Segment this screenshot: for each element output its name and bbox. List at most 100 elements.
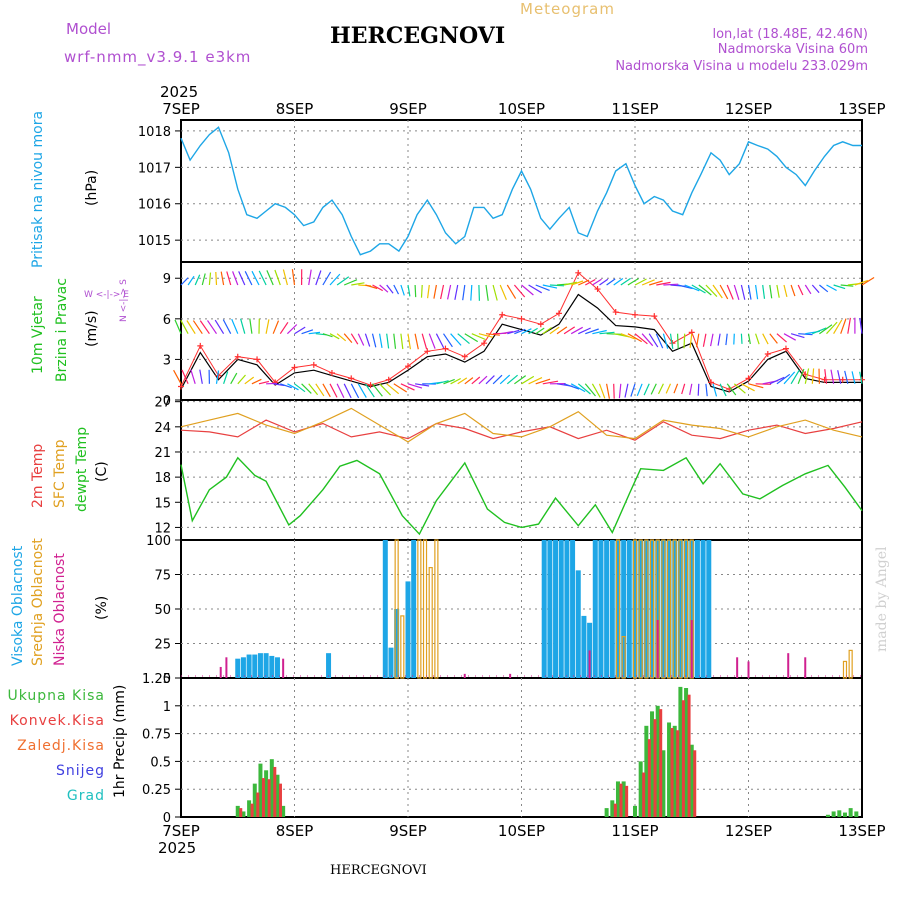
- wind-arrow: [258, 380, 270, 385]
- wind-arrow: [748, 383, 764, 389]
- wind-arrow: [393, 284, 400, 295]
- wind-arrow: [542, 327, 552, 335]
- high-cloud-bar: [683, 540, 689, 678]
- wind-arrow: [570, 326, 583, 335]
- top-date-label: 11SEP: [611, 100, 658, 118]
- wind-arrow: [641, 279, 655, 286]
- mid-cloud-bar: [644, 539, 649, 679]
- wind-arrow: [528, 377, 543, 385]
- wind-arrow: [830, 369, 835, 384]
- precip-legend-item: Konvek.Kisa: [10, 713, 105, 729]
- footer-title: HERCEGNOVI: [330, 863, 427, 878]
- wind-arrow: [322, 383, 331, 398]
- conv-rain-bar: [625, 785, 629, 817]
- wind-gust-marker: [405, 363, 411, 370]
- total-rain-bar: [672, 725, 677, 817]
- wind-arrow: [592, 329, 607, 335]
- wind-arrow: [634, 333, 648, 345]
- wind-arrow: [726, 383, 737, 396]
- wind-ytick-label: 0: [163, 394, 171, 409]
- wind-arrow: [620, 277, 631, 286]
- y-tick-labels: 1018101710161015963027242118151210075502…: [138, 125, 171, 826]
- wind-arrow: [207, 320, 217, 335]
- wind-ytick-label: 3: [163, 353, 171, 368]
- wind-arrow: [542, 380, 559, 385]
- wind-arrow: [315, 383, 325, 397]
- wind-arrow: [492, 374, 503, 385]
- wind-arrow: [443, 333, 453, 348]
- wind-arrow: [837, 370, 842, 384]
- temp-2m-line: [180, 419, 863, 441]
- total-rain-bar: [644, 725, 649, 817]
- pressure-unit: (hPa): [84, 170, 100, 206]
- wind-arrow: [705, 284, 718, 298]
- wind-arrow: [563, 383, 580, 390]
- wind-arrow: [400, 284, 405, 296]
- wind-gust-marker: [518, 315, 525, 322]
- mid-cloud-bar: [434, 539, 439, 679]
- wind-arrow: [450, 377, 461, 385]
- wind-arrow: [712, 383, 718, 397]
- wind-arrow: [719, 284, 729, 300]
- wind-arrow: [471, 333, 486, 341]
- mid-cloud-bar: [683, 539, 689, 679]
- wind-arrow: [286, 324, 298, 335]
- wind-arrow: [336, 383, 345, 399]
- wind-label-1: 10m Vjetar: [30, 296, 46, 374]
- high-cloud-bar: [257, 653, 263, 678]
- wind-arrow: [691, 284, 706, 294]
- wind-arrow: [478, 284, 480, 301]
- wind-arrow: [215, 271, 218, 286]
- wind-arrow: [755, 333, 760, 345]
- cloud-ytick-label: 25: [154, 638, 171, 653]
- wind-arrow: [199, 369, 203, 384]
- high-cloud-bar: [575, 570, 581, 678]
- model-name: wrf-nmm_v3.9.1 e3km: [64, 48, 251, 67]
- high-cloud-bar: [660, 540, 666, 678]
- temp-frame: [180, 399, 863, 541]
- wind-arrow: [812, 327, 827, 335]
- total-rain-bar: [269, 759, 274, 817]
- low-cloud-bar: [690, 620, 693, 678]
- wind-arrow: [420, 284, 423, 298]
- wind-arrow: [585, 278, 596, 286]
- wind-arrow: [804, 368, 810, 384]
- high-cloud-bar: [632, 540, 638, 678]
- low-cloud-bar: [736, 657, 739, 678]
- temp-ytick-label: 24: [154, 421, 171, 436]
- wind-arrow: [840, 318, 847, 334]
- wind-arrow: [636, 383, 643, 397]
- wind-arrow: [249, 318, 253, 334]
- precip-legend-item: Ukupna Kisa: [7, 688, 105, 704]
- mid-cloud-bar: [848, 649, 853, 679]
- high-cloud-bar: [638, 540, 644, 678]
- wind-arrow: [656, 281, 671, 286]
- wind-arrow: [847, 317, 851, 334]
- total-rain-bar: [661, 750, 666, 817]
- pressure-ytick-label: 1015: [138, 234, 171, 249]
- cloud-ytick-label: 75: [154, 569, 171, 584]
- precip-ytick-label: 0: [163, 811, 171, 826]
- wind-arrow: [549, 326, 560, 335]
- wind-arrow: [372, 284, 383, 292]
- wind-arrow: [662, 333, 669, 349]
- wind-arrow: [824, 369, 828, 384]
- total-rain-bar: [837, 810, 842, 817]
- wind-gust-marker: [745, 375, 752, 382]
- conv-rain-bar: [250, 803, 254, 817]
- wind-arrow: [336, 333, 347, 342]
- high-cloud-bar: [411, 540, 417, 678]
- temp-ytick-label: 27: [154, 396, 171, 411]
- wind-arrow: [696, 333, 700, 348]
- total-rain-bar: [264, 770, 269, 817]
- temp-label-2: SFC Temp: [52, 439, 68, 508]
- cloud-label-3: Niska Oblacnost: [52, 553, 68, 666]
- wind-arrow: [790, 284, 796, 297]
- wind-arrow: [747, 284, 752, 300]
- wind-arrow: [507, 329, 520, 335]
- wind-arrow: [556, 326, 568, 335]
- wind-gust-marker: [499, 311, 506, 318]
- conv-rain-bar: [273, 766, 277, 817]
- total-rain-bar: [235, 805, 240, 817]
